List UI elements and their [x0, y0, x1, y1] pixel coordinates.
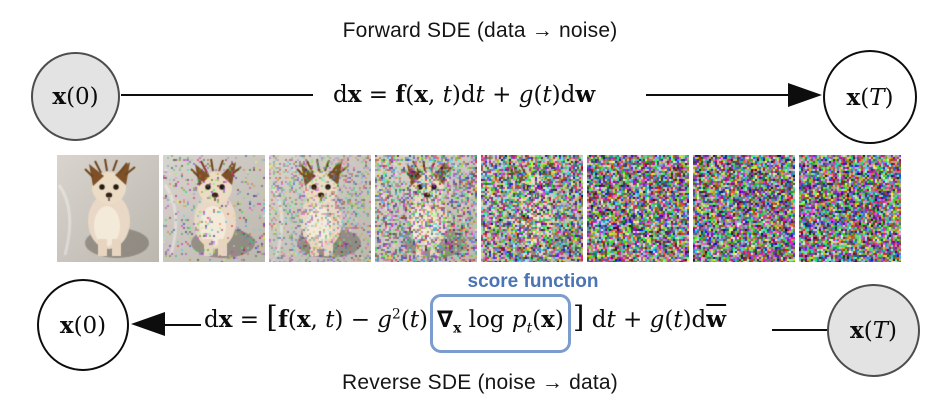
node-xT-reverse: x(T) — [827, 284, 920, 377]
forward-connector-right — [646, 94, 790, 96]
reverse-equation-suffix: ] dt + g(t)dw — [573, 299, 726, 334]
node-x0-reverse: x(0) — [37, 279, 129, 371]
node-x0-reverse-label: x(0) — [60, 312, 106, 339]
reverse-connector-right — [772, 329, 829, 331]
score-function-label: score function — [468, 271, 599, 293]
noised-image-step-3 — [269, 155, 371, 262]
node-x0-forward-label: x(0) — [52, 83, 98, 110]
node-xT-forward-label: x(T) — [846, 84, 893, 111]
noised-image-step-1 — [57, 155, 159, 262]
noised-image-step-6 — [587, 155, 689, 262]
sde-diffusion-diagram: Forward SDE (data → noise) Reverse SDE (… — [0, 0, 936, 412]
noised-image-step-4 — [375, 155, 477, 262]
score-function-term: ∇x log pt(x) — [437, 307, 564, 333]
score-function-box: ∇x log pt(x) — [430, 294, 571, 353]
reverse-arrowhead-icon — [131, 312, 165, 336]
forward-sde-title: Forward SDE (data → noise) — [343, 19, 618, 43]
reverse-sde-title: Reverse SDE (noise → data) — [342, 371, 618, 395]
forward-sde-equation: dx = f(x, t)dt + g(t)dw — [333, 81, 595, 108]
reverse-connector-left — [163, 324, 201, 326]
noised-image-step-5 — [481, 155, 583, 262]
node-xT-reverse-label: x(T) — [850, 317, 897, 344]
noised-image-step-8 — [799, 155, 901, 262]
reverse-equation-prefix: dx = [f(x, t) − g2(t) — [204, 299, 428, 334]
diffusion-image-strip — [57, 155, 901, 262]
forward-connector-left — [121, 94, 313, 96]
noised-image-step-7 — [693, 155, 795, 262]
node-x0-forward: x(0) — [31, 52, 120, 141]
node-xT-forward: x(T) — [823, 50, 917, 144]
noised-image-step-2 — [163, 155, 265, 262]
reverse-sde-equation: dx = [f(x, t) − g2(t) ∇x log pt(x) ] dt … — [204, 294, 726, 353]
forward-arrowhead-icon — [788, 83, 822, 107]
